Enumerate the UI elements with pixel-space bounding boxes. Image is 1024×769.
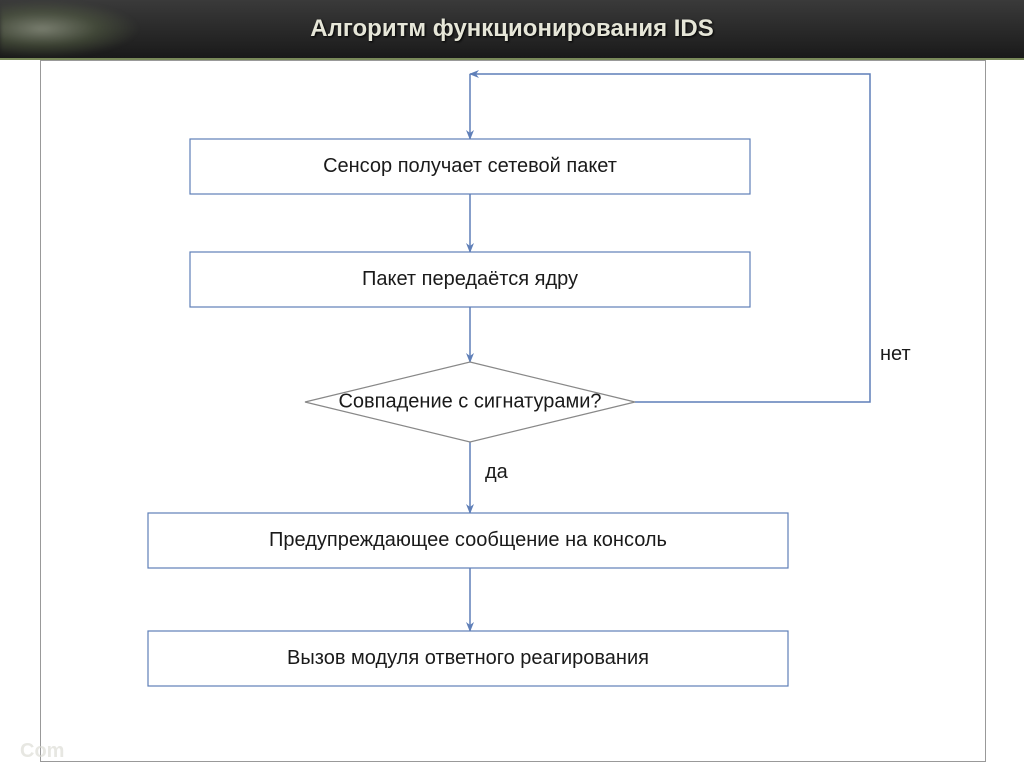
node-label: Вызов модуля ответного реагирования xyxy=(287,647,649,669)
flow-edge xyxy=(470,74,870,402)
slide-header: Алгоритм функционирования IDS xyxy=(0,0,1024,60)
header-decoration xyxy=(0,0,140,58)
edge-label: нет xyxy=(880,343,911,365)
node-label: Сенсор получает сетевой пакет xyxy=(323,155,617,177)
node-label: Совпадение с сигнатурами? xyxy=(338,390,601,412)
slide-title: Алгоритм функционирования IDS xyxy=(310,15,714,43)
flowchart-svg: Сенсор получает сетевой пакет Пакет перед… xyxy=(40,60,984,760)
diagram-canvas: Сенсор получает сетевой пакет Пакет перед… xyxy=(0,60,1024,769)
footer-watermark: Com xyxy=(20,740,64,763)
node-label: Пакет передаётся ядру xyxy=(362,268,578,290)
edge-label: да xyxy=(485,461,509,483)
node-label: Предупреждающее сообщение на консоль xyxy=(269,529,667,551)
